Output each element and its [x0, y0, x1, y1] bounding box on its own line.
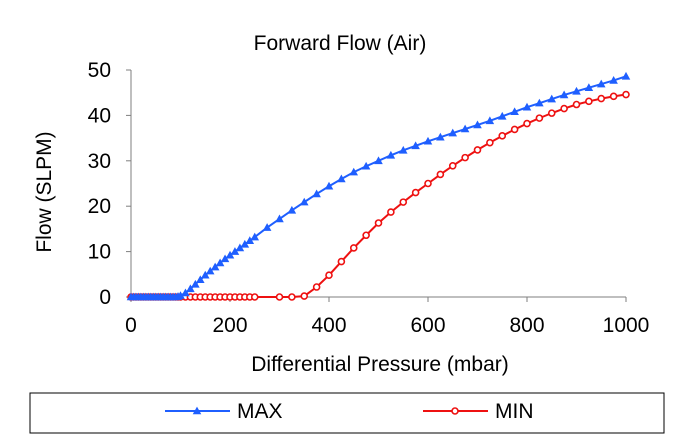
data-point-min [337, 257, 346, 266]
data-point-min [461, 153, 469, 162]
data-point-min [572, 100, 581, 109]
data-point-max [210, 262, 220, 271]
data-point-max [324, 181, 334, 190]
data-point-max [337, 174, 346, 183]
data-point-max [497, 111, 507, 120]
data-point-max [621, 71, 631, 80]
y-tick-label: 40 [88, 104, 111, 127]
data-point-min [312, 283, 321, 291]
series-layer [126, 71, 631, 301]
data-point-min [510, 125, 519, 134]
data-point-max [191, 279, 200, 288]
x-tick-label: 800 [509, 314, 544, 337]
data-point-max [215, 258, 225, 267]
x-tick-label: 1000 [603, 314, 650, 337]
series-line-min [131, 93, 627, 298]
legend-label-max: MAX [237, 400, 283, 423]
data-point-min [411, 188, 420, 197]
data-point-max [522, 102, 532, 111]
data-point-max [547, 94, 557, 103]
data-point-max [374, 156, 383, 165]
data-point-max [510, 107, 519, 116]
y-axis-label: Flow (SLPM) [33, 131, 56, 252]
x-tick-label: 600 [410, 314, 445, 337]
data-point-min [349, 244, 358, 252]
data-point-min [325, 271, 333, 280]
y-tick-label: 50 [88, 59, 111, 82]
chart-title: Forward Flow (Air) [254, 32, 427, 55]
x-tick-label: 400 [311, 314, 346, 337]
data-point-max [436, 132, 445, 141]
data-point-max [609, 76, 618, 84]
data-point-max [287, 205, 297, 214]
data-point-min [387, 208, 395, 216]
data-point-max [205, 266, 215, 275]
legend: MAX MIN [165, 400, 534, 423]
x-tick-label: 200 [212, 314, 247, 337]
data-point-min [585, 97, 593, 106]
data-point-min [300, 292, 309, 300]
legend-label-min: MIN [495, 400, 534, 423]
data-point-max [411, 141, 420, 150]
data-point-min [362, 231, 370, 240]
y-tick-label: 20 [88, 195, 111, 218]
y-tick-label: 0 [99, 286, 111, 309]
x-tick-labels: 0 200 400 600 800 1000 [125, 314, 649, 337]
data-point-max [299, 197, 309, 206]
data-point-min [374, 219, 383, 227]
data-point-max [398, 145, 408, 154]
data-point-max [275, 214, 284, 223]
data-point-max [584, 83, 594, 91]
legend-marker-max [192, 406, 202, 415]
data-point-max [262, 223, 272, 231]
data-point-min [424, 179, 432, 188]
data-point-max [473, 120, 482, 129]
axes [126, 69, 627, 302]
data-point-min [288, 293, 296, 301]
data-point-min [547, 109, 556, 117]
data-point-min [473, 146, 482, 154]
x-tick-label: 0 [125, 314, 137, 337]
data-point-min [399, 198, 408, 206]
data-point-max [181, 288, 190, 297]
data-point-max [361, 161, 371, 170]
data-point-max [312, 189, 321, 198]
legend-box [29, 392, 665, 434]
data-point-max [200, 270, 210, 279]
data-point-max [250, 232, 260, 241]
data-point-max [485, 116, 495, 125]
data-point-max [448, 128, 458, 137]
data-point-max [349, 167, 359, 176]
legend-marker-min [451, 407, 459, 415]
y-tick-label: 10 [88, 241, 111, 264]
data-point-max [386, 150, 396, 159]
data-point-min [622, 90, 630, 99]
data-point-max [596, 79, 606, 88]
data-point-min [275, 293, 284, 301]
data-point-min [597, 94, 606, 103]
x-axis-label: Differential Pressure (mbar) [251, 353, 509, 376]
y-tick-label: 30 [88, 150, 111, 173]
data-point-max [559, 90, 569, 99]
data-point-max [423, 136, 433, 145]
data-point-min [486, 138, 494, 147]
data-point-max [535, 98, 544, 107]
data-point-max [196, 275, 205, 284]
series-max [126, 71, 631, 301]
y-tick-labels: 0 10 20 30 40 50 [88, 59, 111, 309]
data-point-max [572, 86, 581, 95]
data-point-min [560, 104, 568, 113]
data-point-min [523, 119, 531, 128]
data-point-min [250, 293, 259, 301]
data-point-max [186, 284, 195, 293]
data-point-min [609, 92, 618, 101]
data-point-min [436, 170, 445, 179]
data-point-min [498, 132, 507, 140]
data-point-min [535, 114, 544, 122]
data-point-max [460, 124, 470, 133]
series-min [127, 90, 630, 301]
data-point-min [448, 161, 457, 170]
